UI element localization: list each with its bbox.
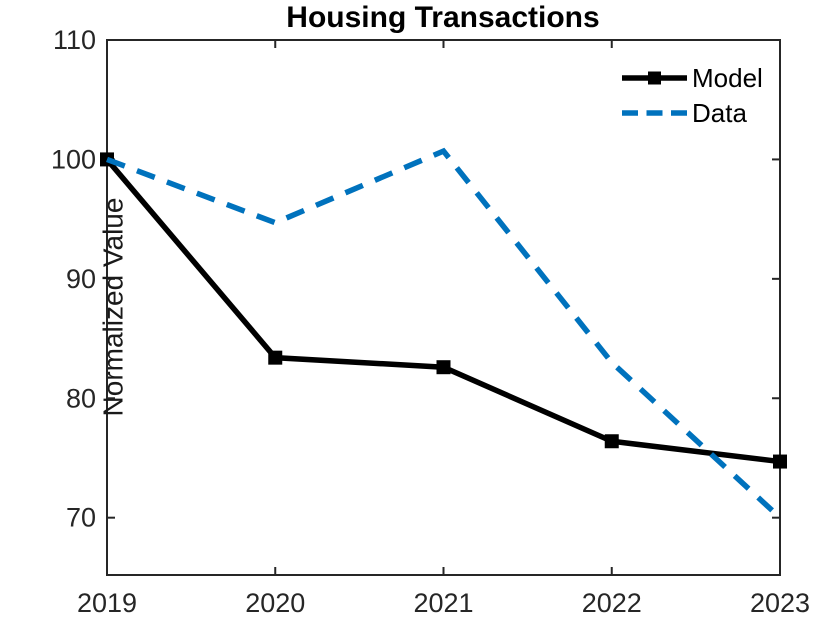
x-tick-label: 2023	[750, 588, 810, 618]
y-tick-label: 80	[66, 383, 96, 413]
y-tick-label: 100	[51, 144, 96, 174]
y-axis-label: Normalized Value	[97, 197, 129, 417]
x-tick-label: 2019	[77, 588, 137, 618]
legend-model-marker	[648, 71, 661, 85]
legend-data-label: Data	[692, 98, 747, 128]
data-line	[106, 147, 782, 520]
y-tick-label: 90	[66, 264, 96, 294]
chart-title: Housing Transactions	[286, 1, 600, 34]
model-marker	[268, 350, 283, 365]
model-marker	[604, 434, 619, 449]
y-tick-label: 70	[66, 503, 96, 533]
model-marker	[436, 360, 451, 375]
legend-model-label: Model	[692, 63, 763, 93]
x-tick-label: 2021	[413, 588, 473, 618]
x-tick-label: 2022	[582, 588, 642, 618]
x-tick-label: 2020	[245, 588, 305, 618]
plot-border	[106, 39, 781, 576]
model-marker	[773, 454, 787, 469]
model-line	[104, 157, 781, 465]
y-tick-label: 110	[53, 25, 96, 55]
